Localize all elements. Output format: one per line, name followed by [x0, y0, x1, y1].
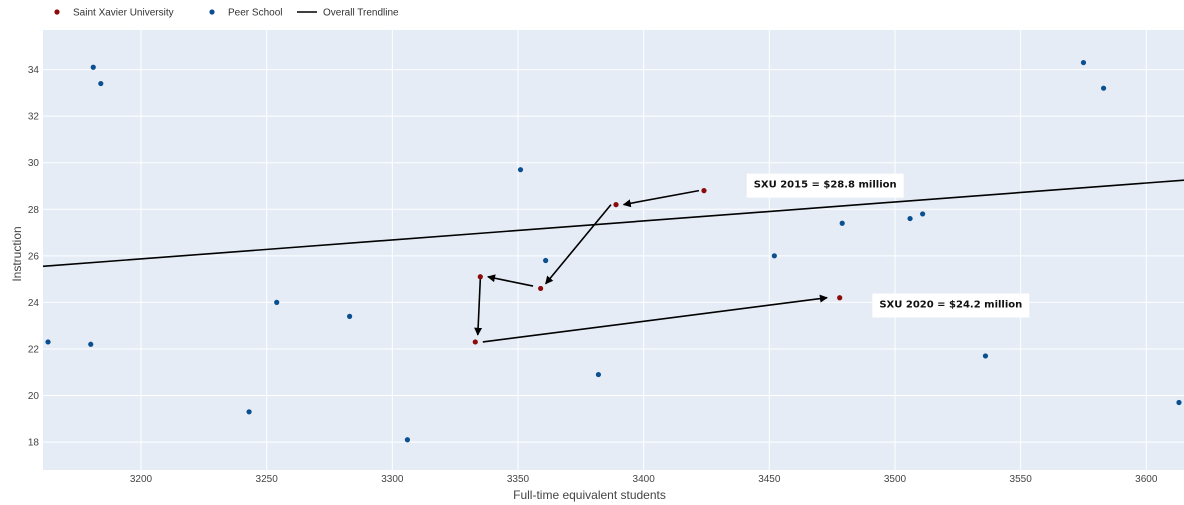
plot-area [43, 30, 1184, 470]
peer-point[interactable] [595, 371, 602, 378]
sxu-point[interactable] [837, 295, 843, 301]
annotation-arrow [545, 204, 612, 285]
points-layer [45, 59, 1182, 443]
peer-point[interactable] [517, 167, 524, 173]
peer-point[interactable] [404, 437, 411, 443]
annotation-text: SXU 2015 = $28.8 million [754, 180, 897, 191]
peer-point[interactable] [543, 257, 549, 264]
x-axis-title: Full-time equivalent students [513, 488, 666, 502]
legend-item[interactable]: Overall Trendline [297, 8, 399, 19]
peer-point[interactable] [90, 64, 96, 70]
legend-item[interactable]: Peer School [209, 8, 282, 19]
annotation-box [746, 173, 904, 198]
x-tick-label: 3400 [633, 474, 656, 485]
peer-point[interactable] [1176, 399, 1182, 406]
peer-point[interactable] [920, 211, 926, 217]
sxu-point[interactable] [701, 188, 707, 194]
y-axis-title: Instruction [10, 226, 24, 281]
peer-point[interactable] [982, 353, 989, 359]
legend-label: Overall Trendline [323, 8, 399, 19]
y-tick-label: 22 [28, 344, 40, 355]
peer-point[interactable] [347, 313, 353, 319]
peer-point[interactable] [88, 341, 94, 347]
y-tick-label: 18 [28, 438, 40, 449]
legend-item[interactable]: Saint Xavier University [54, 8, 174, 19]
annotation-arrow [622, 189, 700, 208]
annotation-label: SXU 2020 = $24.2 million [872, 293, 1030, 318]
sxu-point[interactable] [477, 274, 483, 280]
legend-marker [54, 9, 60, 15]
legend[interactable]: Saint Xavier University Peer School Overal… [54, 8, 399, 19]
peer-point[interactable] [1100, 85, 1107, 91]
annotation-arrow [487, 274, 534, 287]
y-tick-label: 34 [28, 65, 40, 76]
peer-point[interactable] [1080, 59, 1087, 66]
y-tick-label: 30 [28, 158, 40, 169]
x-tick-label: 3350 [507, 474, 530, 485]
legend-label: Saint Xavier University [73, 8, 174, 19]
x-tick-label: 3200 [130, 474, 153, 485]
peer-point[interactable] [907, 215, 913, 222]
x-tick-label: 3300 [381, 474, 404, 485]
annotation-label: SXU 2015 = $28.8 million [746, 173, 904, 198]
annotation-box [872, 293, 1030, 318]
legend-marker [209, 9, 215, 15]
y-tick-label: 24 [28, 298, 40, 309]
x-tick-label: 3450 [758, 474, 781, 485]
peer-point[interactable] [274, 299, 280, 305]
annotation-arrow [474, 279, 483, 336]
peer-point[interactable] [98, 80, 104, 87]
peer-point[interactable] [45, 339, 51, 345]
trendline-layer [42, 179, 1184, 268]
peer-point[interactable] [246, 409, 252, 415]
x-tick-label: 3550 [1010, 474, 1033, 485]
peer-point[interactable] [839, 220, 845, 226]
sxu-point[interactable] [538, 285, 544, 292]
tick-labels: 3200 3250 3300 3350 3400 3450 3500 3550 3600 18 20… [28, 65, 1158, 485]
x-tick-label: 3600 [1135, 474, 1158, 485]
annotation-text: SXU 2020 = $24.2 million [879, 300, 1022, 311]
y-tick-label: 28 [28, 205, 40, 216]
y-tick-label: 32 [28, 112, 40, 123]
x-tick-label: 3250 [256, 474, 279, 485]
y-tick-label: 20 [28, 391, 40, 402]
trendline [42, 179, 1184, 268]
legend-label: Peer School [228, 8, 282, 19]
peer-point[interactable] [771, 253, 777, 259]
x-tick-label: 3500 [884, 474, 907, 485]
annotation-arrow [482, 294, 828, 343]
sxu-point[interactable] [613, 202, 619, 208]
arrow-layer [474, 189, 828, 343]
annotation-layer: SXU 2015 = $28.8 million SXU 2020 = $24.2… [746, 173, 1030, 318]
y-tick-label: 26 [28, 251, 40, 262]
sxu-point[interactable] [472, 339, 478, 345]
